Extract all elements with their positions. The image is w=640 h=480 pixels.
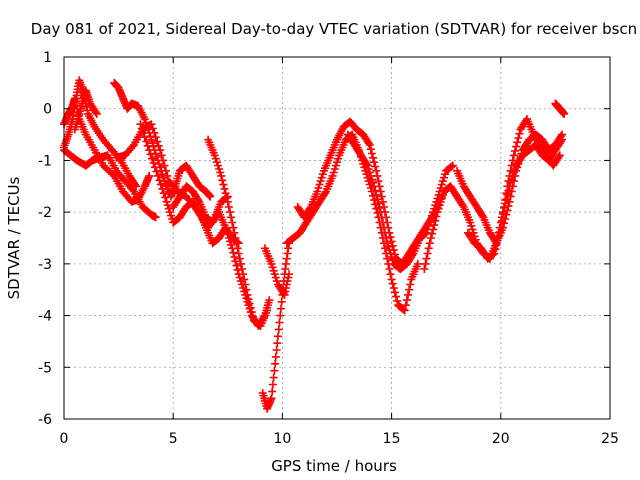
y-tick-label: -4	[38, 309, 52, 325]
series-arc3	[60, 76, 141, 191]
data-point-markers	[282, 130, 422, 315]
data-point-markers	[464, 115, 564, 263]
series-arc5	[110, 78, 215, 201]
x-tick-label: 10	[273, 431, 291, 447]
x-tick-label: 15	[383, 431, 401, 447]
chart-title: Day 081 of 2021, Sidereal Day-to-day VTE…	[31, 20, 637, 38]
y-tick-label: -6	[38, 412, 52, 428]
data-point-markers	[60, 76, 141, 191]
series-arc13	[293, 117, 446, 268]
y-tick-label: -1	[38, 153, 52, 169]
data-point-markers	[204, 135, 272, 330]
y-tick-label: -2	[38, 205, 52, 221]
series-arc14	[343, 130, 457, 273]
x-tick-label: 5	[169, 431, 178, 447]
data-point-markers	[260, 244, 293, 299]
series-arc11	[260, 244, 293, 299]
x-tick-label: 0	[60, 431, 69, 447]
series-arc9	[169, 182, 243, 248]
series-arc7	[136, 120, 274, 330]
y-axis-label: SDTVAR / TECUs	[5, 176, 23, 299]
data-markers	[60, 76, 569, 413]
y-tick-label: -5	[38, 360, 52, 376]
y-tick-label: -3	[38, 257, 52, 273]
plot-frame	[63, 56, 611, 420]
series-arc18	[551, 99, 569, 118]
x-axis-label: GPS time / hours	[271, 457, 397, 475]
series-arc8	[204, 135, 272, 330]
data-point-markers	[70, 86, 101, 134]
data-point-markers	[293, 117, 446, 268]
data-point-markers	[169, 182, 243, 248]
y-tick-label: 0	[43, 102, 52, 118]
series-arc12	[282, 130, 422, 315]
data-point-markers	[136, 120, 274, 330]
x-tick-label: 20	[492, 431, 510, 447]
data-point-markers	[551, 99, 569, 118]
series-arc4	[70, 86, 101, 134]
data-point-markers	[343, 130, 457, 273]
grid-lines	[64, 57, 610, 419]
x-tick-label: 25	[601, 431, 619, 447]
data-point-markers	[110, 78, 215, 201]
series-arc17	[464, 115, 564, 263]
y-tick-label: 1	[43, 50, 52, 66]
